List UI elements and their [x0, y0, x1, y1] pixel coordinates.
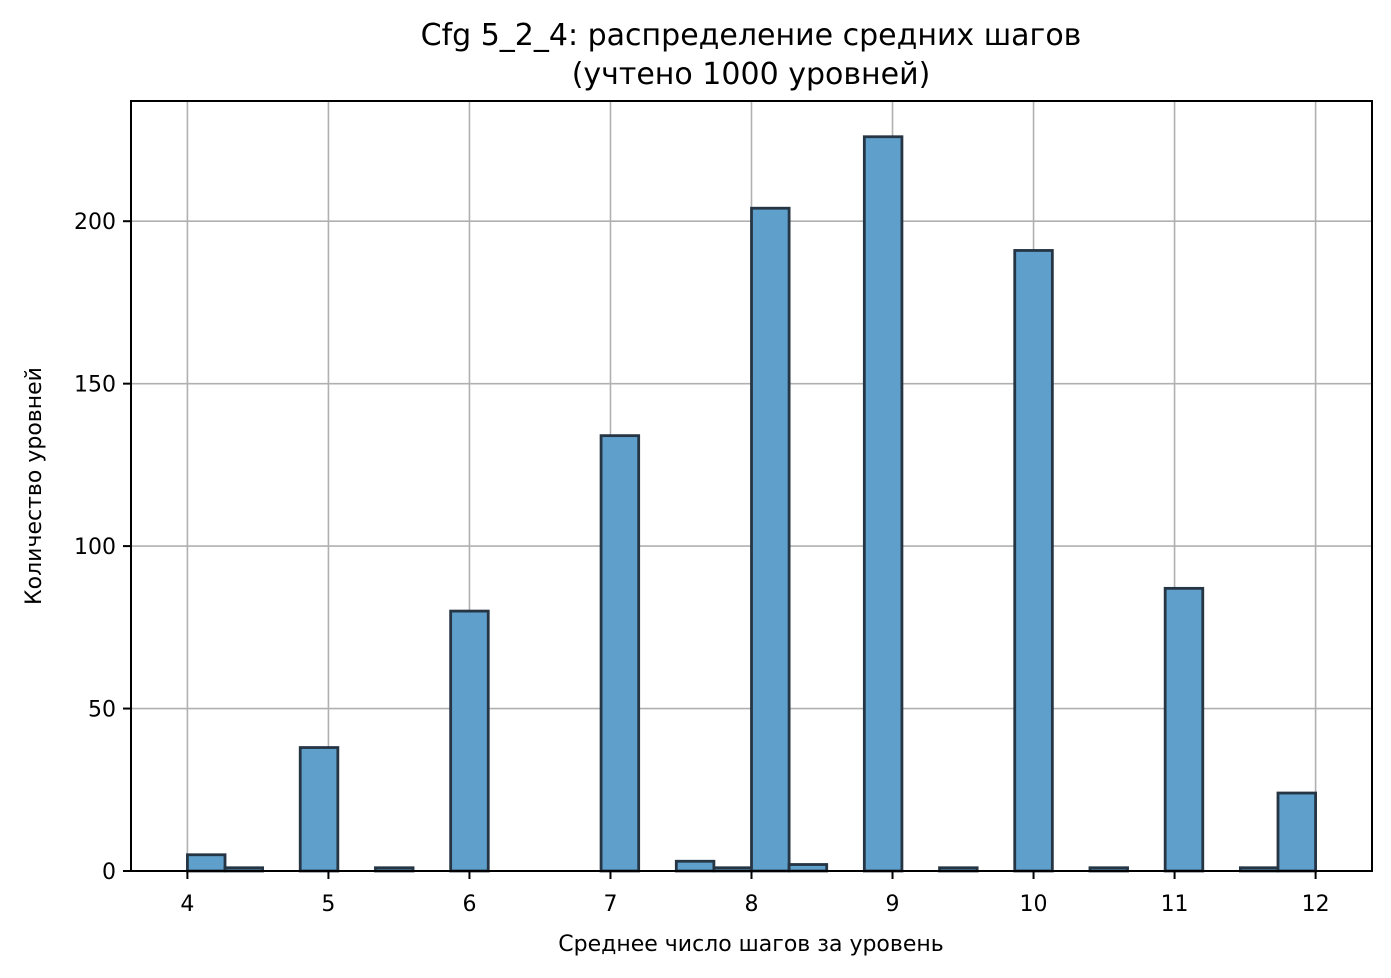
histogram-bar — [1163, 586, 1205, 873]
x-tick-label: 7 — [603, 892, 617, 917]
y-tick-label: 50 — [88, 698, 116, 723]
x-tick-label: 5 — [321, 892, 335, 917]
chart-subtitle: (учтено 1000 уровней) — [572, 57, 931, 92]
histogram-bar — [1013, 249, 1054, 873]
x-tick-label: 12 — [1302, 892, 1330, 917]
x-tick-label: 6 — [462, 892, 476, 917]
x-tick-label: 11 — [1161, 892, 1189, 917]
histogram-bar — [862, 135, 904, 873]
histogram-bar — [186, 853, 227, 873]
histogram-bar — [298, 746, 340, 873]
x-tick-label: 4 — [180, 892, 194, 917]
x-axis-label: Среднее число шагов за уровень — [558, 932, 943, 957]
bars — [186, 135, 1317, 873]
x-tick-label: 8 — [745, 892, 759, 917]
y-tick-label: 200 — [74, 210, 116, 235]
chart-title: Cfg 5_2_4: распределение средних шагов — [421, 18, 1082, 53]
y-axis-label: Количество уровней — [22, 367, 47, 605]
axis-ticks: 4 5 6 7 8 9 10 11 12 0 50 100 150 200 — [74, 210, 1330, 917]
y-tick-label: 150 — [74, 373, 116, 398]
histogram-bar — [674, 859, 716, 873]
histogram-bar — [750, 206, 791, 873]
x-tick-label: 10 — [1020, 892, 1048, 917]
x-tick-label: 9 — [886, 892, 900, 917]
y-tick-label: 100 — [74, 535, 116, 560]
histogram-bar — [1276, 791, 1317, 873]
y-tick-label: 0 — [102, 860, 116, 885]
histogram-bar — [449, 609, 490, 873]
histogram-bar — [599, 434, 641, 873]
